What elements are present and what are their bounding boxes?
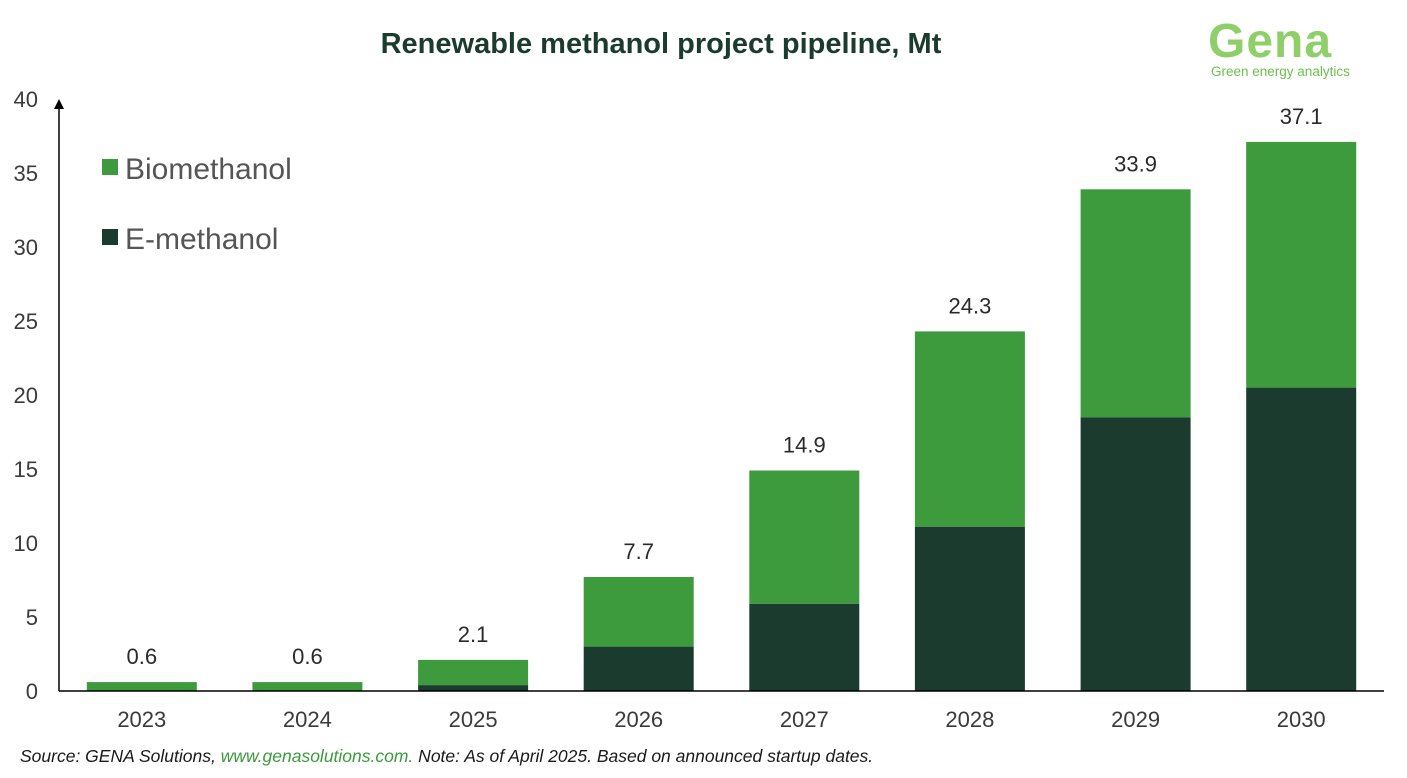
total-label-2029: 33.9	[1114, 151, 1157, 176]
bar-biomethanol-2028[interactable]	[914, 331, 1025, 527]
bar-biomethanol-2027[interactable]	[749, 470, 860, 604]
x-tick-label-2023: 2023	[117, 707, 166, 732]
x-axis: 2023 2024 2025 2026 2027 2028 2029 2030	[59, 690, 1384, 732]
total-label-2027: 14.9	[783, 433, 826, 458]
x-tick-label-2027: 2027	[780, 707, 829, 732]
total-label-2030: 37.1	[1280, 104, 1323, 129]
bar-biomethanol-2023[interactable]	[86, 682, 197, 691]
total-label-2023: 0.6	[127, 644, 158, 669]
chart-title: Renewable methanol project pipeline, Mt	[380, 28, 942, 60]
legend-label-biomethanol: Biomethanol	[125, 153, 292, 186]
x-tick-label-2029: 2029	[1111, 707, 1160, 732]
bar-biomethanol-2025[interactable]	[418, 659, 529, 686]
bar-biomethanol-2024[interactable]	[252, 682, 363, 691]
source-link[interactable]: www.genasolutions.com.	[220, 746, 414, 766]
bar-biomethanol-2029[interactable]	[1080, 189, 1191, 418]
bar-e-methanol-2026[interactable]	[583, 646, 694, 691]
bar-e-methanol-2029[interactable]	[1080, 417, 1191, 691]
y-tick-label-20: 20	[14, 383, 38, 408]
x-tick-label-2028: 2028	[945, 707, 994, 732]
bar-biomethanol-2030[interactable]	[1246, 141, 1357, 388]
gena-logo: Gena Green energy analytics	[1198, 14, 1388, 84]
source-prefix: Source: GENA Solutions,	[20, 746, 221, 766]
bar-e-methanol-2027[interactable]	[749, 603, 860, 691]
bars-group	[86, 141, 1357, 691]
y-tick-label-30: 30	[14, 235, 38, 260]
y-tick-label-15: 15	[14, 457, 38, 482]
bar-biomethanol-2026[interactable]	[583, 577, 694, 647]
total-labels-group: 0.6 0.6 2.1 7.7 14.9 24.3 33.9 37.1	[127, 104, 1323, 669]
bar-e-methanol-2028[interactable]	[914, 526, 1025, 691]
bar-e-methanol-2025[interactable]	[418, 685, 529, 691]
x-tick-label-2030: 2030	[1277, 707, 1326, 732]
legend-swatch-e-methanol	[102, 229, 118, 245]
y-tick-label-25: 25	[14, 309, 38, 334]
logo-tagline: Green energy analytics	[1211, 64, 1350, 79]
total-label-2026: 7.7	[623, 539, 654, 564]
x-tick-label-2024: 2024	[283, 707, 332, 732]
x-tick-label-2025: 2025	[449, 707, 498, 732]
legend-label-e-methanol: E-methanol	[125, 223, 278, 256]
bar-e-methanol-2030[interactable]	[1246, 387, 1357, 691]
legend-swatch-biomethanol	[102, 159, 118, 175]
y-tick-label-0: 0	[26, 679, 38, 704]
y-tick-label-40: 40	[14, 87, 38, 112]
chart-legend: Biomethanol E-methanol	[102, 153, 292, 256]
source-suffix: Note: As of April 2025. Based on announc…	[413, 746, 874, 766]
y-axis: 0 5 10 15 20 25 30 35 40	[14, 87, 64, 704]
logo-wordmark: Gena	[1208, 15, 1333, 68]
total-label-2025: 2.1	[458, 622, 489, 647]
source-note: Source: GENA Solutions, www.genasolution…	[20, 746, 873, 767]
total-label-2028: 24.3	[948, 293, 991, 318]
x-tick-label-2026: 2026	[614, 707, 663, 732]
y-tick-label-10: 10	[14, 531, 38, 556]
total-label-2024: 0.6	[292, 644, 323, 669]
y-tick-label-5: 5	[26, 605, 38, 630]
y-tick-label-35: 35	[14, 161, 38, 186]
y-axis-arrow-icon	[54, 99, 64, 109]
